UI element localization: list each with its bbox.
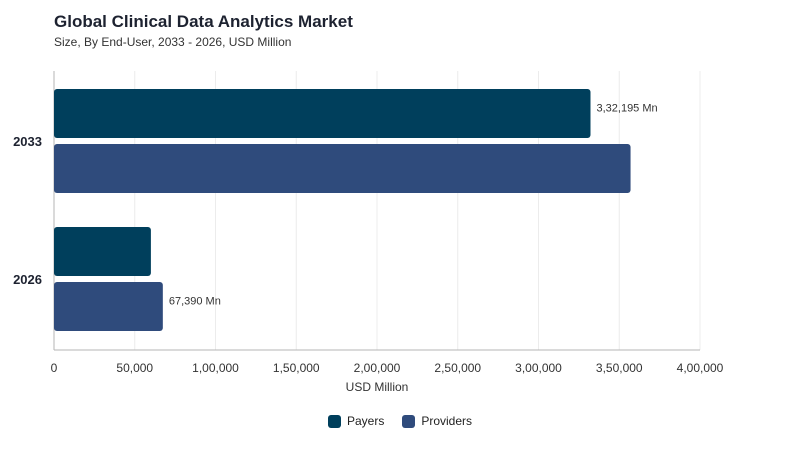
bar-providers-2026	[54, 282, 163, 331]
bar-providers-2033	[54, 144, 631, 193]
x-tick-label-3: 1,50,000	[273, 361, 320, 375]
chart-title: Global Clinical Data Analytics Market	[54, 12, 353, 31]
bar-payers-2026	[54, 227, 151, 276]
x-tick-label-1: 50,000	[116, 361, 153, 375]
legend-item-providers[interactable]: Providers	[402, 414, 472, 428]
chart-subtitle: Size, By End-User, 2033 - 2026, USD Mill…	[54, 35, 292, 49]
x-axis-title: USD Million	[346, 380, 409, 394]
legend-item-payers[interactable]: Payers	[327, 414, 385, 428]
x-tick-label-5: 2,50,000	[434, 361, 481, 375]
x-tick-label-4: 2,00,000	[354, 361, 401, 375]
x-tick-label-8: 4,00,000	[677, 361, 724, 375]
x-tick-label-6: 3,00,000	[515, 361, 562, 375]
data-label-0: 3,32,195 Mn	[596, 103, 657, 115]
legend-swatch-providers	[402, 414, 416, 428]
legend-swatch-payers	[327, 414, 341, 428]
data-label-1: 67,390 Mn	[169, 296, 221, 308]
bar-payers-2033	[54, 89, 591, 138]
x-tick-label-7: 3,50,000	[596, 361, 643, 375]
x-tick-label-0: 0	[51, 361, 58, 375]
legend-label-providers: Providers	[421, 414, 473, 428]
legend-label-payers: Payers	[346, 414, 385, 428]
x-tick-label-2: 1,00,000	[192, 361, 239, 375]
category-label-2026: 2026	[13, 272, 42, 287]
legend: Payers Providers	[0, 414, 800, 428]
category-label-2033: 2033	[13, 134, 42, 149]
